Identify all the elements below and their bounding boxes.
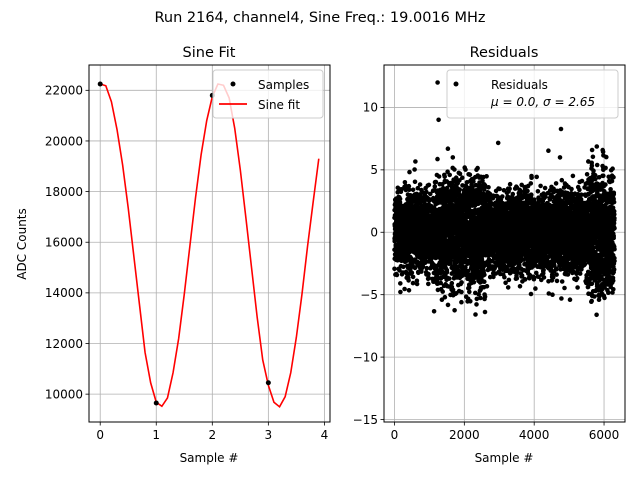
residuals-xlabel: Sample # <box>475 451 534 465</box>
residuals-legend: Residuals μ = 0.0, σ = 2.65 <box>446 69 619 119</box>
legend-sine-fit-label: Sine fit <box>258 98 300 112</box>
sine-fit-xtick-label: 4 <box>321 428 329 442</box>
sine-fit-grid <box>89 65 330 422</box>
sine-fit-ytick-label: 20000 <box>45 134 83 148</box>
sine-fit-ytick-label: 10000 <box>45 387 83 401</box>
sine-fit-title: Sine Fit <box>183 45 236 61</box>
sine-fit-ticks: 0 1 2 3 4 10000 12000 14000 16000 18000 20000 22000 <box>45 84 328 442</box>
legend-residuals-label: Residuals <box>491 78 548 92</box>
residuals-ytick-label: 0 <box>370 226 378 240</box>
sine-fit-legend: Samples Sine fit <box>212 69 324 119</box>
residuals-xtick-label: 0 <box>391 428 399 442</box>
residuals-ytick-label: −5 <box>360 288 378 302</box>
sine-fit-ytick-label: 12000 <box>45 337 83 351</box>
sample-point <box>265 380 271 386</box>
sine-fit-xtick-label: 0 <box>96 428 104 442</box>
legend-residuals-stats: μ = 0.0, σ = 2.65 <box>490 95 595 109</box>
sine-fit-axes-frame <box>88 64 331 423</box>
residual-points <box>392 80 617 318</box>
sine-fit-xtick-label: 2 <box>208 428 216 442</box>
legend-samples-label: Samples <box>258 78 309 92</box>
residuals-ytick-label: 10 <box>363 101 378 115</box>
residuals-xtick-label: 6000 <box>589 428 620 442</box>
residuals-xtick-label: 4000 <box>519 428 550 442</box>
residuals-ytick-label: 5 <box>370 163 378 177</box>
sine-fit-ytick-label: 16000 <box>45 236 83 250</box>
residuals-data <box>392 80 617 318</box>
residuals-title: Residuals <box>470 45 539 61</box>
sine-fit-ytick-label: 18000 <box>45 185 83 199</box>
sine-fit-panel: Sine Fit 0 1 2 3 4 10000 12000 14000 16000 18000 2… <box>15 45 331 465</box>
figure-suptitle: Run 2164, channel4, Sine Freq.: 19.0016 … <box>154 10 485 26</box>
residuals-xtick-label: 2000 <box>449 428 480 442</box>
sample-point <box>97 81 103 87</box>
residuals-panel: Residuals 0 2000 4000 6000 −15 −10 −5 0 5 10 Samp… <box>353 45 626 465</box>
sine-fit-ylabel: ADC Counts <box>15 208 29 280</box>
sine-fit-line <box>99 83 320 409</box>
legend-residuals-marker <box>453 81 459 87</box>
sine-fit-ytick-label: 14000 <box>45 286 83 300</box>
residuals-ytick-label: −15 <box>353 413 378 427</box>
sine-fit-xlabel: Sample # <box>180 451 239 465</box>
residuals-axes-frame <box>383 64 626 423</box>
residuals-ticks: 0 2000 4000 6000 −15 −10 −5 0 5 10 <box>353 101 620 442</box>
sine-fit-xtick-label: 3 <box>265 428 273 442</box>
residuals-ytick-label: −10 <box>353 350 378 364</box>
sine-fit-xtick-label: 1 <box>152 428 160 442</box>
legend-samples-marker <box>230 81 236 87</box>
sample-point <box>153 400 159 406</box>
sine-fit-data <box>97 81 320 409</box>
sine-fit-legend-box <box>212 69 324 119</box>
residuals-legend-box <box>446 69 619 119</box>
sine-fit-ytick-label: 22000 <box>45 84 83 98</box>
